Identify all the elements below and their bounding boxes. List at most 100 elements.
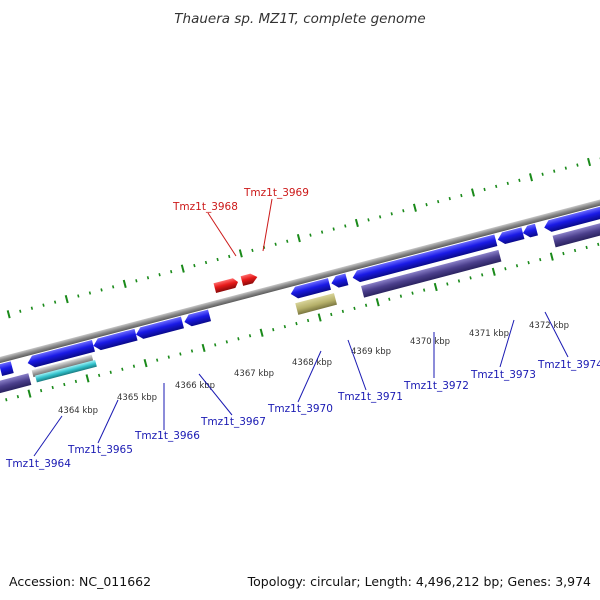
gene-tmz1t-3970[interactable]: [289, 278, 331, 300]
inner-ring-minor-tick: [457, 279, 461, 283]
gene-tmz1t-3964[interactable]: [0, 361, 14, 376]
gene-tmz1t-3969[interactable]: [240, 272, 259, 286]
outer-ring-minor-tick: [495, 184, 498, 189]
feature-bar-right: [552, 215, 600, 248]
outer-ring-minor-tick: [228, 254, 231, 259]
gene-tmz1t-3966[interactable]: [92, 328, 138, 352]
position-label-4369: 4369 kbp: [351, 347, 391, 357]
outer-ring-minor-tick: [146, 276, 150, 280]
outer-ring-major-tick: [122, 279, 127, 288]
leader-tmz1t-3970: [297, 350, 322, 403]
gene-tmz1t-3965[interactable]: [26, 340, 95, 369]
outer-ring-major-tick: [470, 188, 475, 197]
gene-tmz1t-3974[interactable]: [543, 201, 600, 233]
inner-ring-major-tick: [375, 298, 380, 307]
outer-ring-minor-tick: [88, 291, 92, 295]
outer-ring-major-tick: [587, 157, 592, 167]
inner-ring-minor-tick: [190, 349, 194, 353]
position-label-4366: 4366 kbp: [175, 381, 215, 391]
outer-ring-minor-tick: [518, 178, 521, 182]
inner-ring-minor-tick: [330, 312, 333, 317]
outer-ring-minor-tick: [216, 257, 219, 262]
outer-ring-minor-tick: [390, 212, 393, 216]
gene-label-tmz1t-3972[interactable]: Tmz1t_3972: [403, 380, 469, 392]
outer-ring-major-tick: [296, 234, 301, 243]
inner-ring-minor-tick: [573, 248, 577, 253]
outer-ring-minor-tick: [576, 163, 579, 167]
outer-ring-major-tick: [6, 310, 11, 319]
leader-tmz1t-3974: [544, 311, 569, 358]
outer-ring-minor-tick: [286, 239, 289, 243]
outer-ring-minor-tick: [77, 294, 80, 298]
inner-ring-minor-tick: [283, 324, 287, 329]
inner-ring-minor-tick: [515, 264, 519, 268]
gene-tmz1t-3973[interactable]: [496, 227, 525, 245]
outer-ring-minor-tick: [344, 224, 347, 228]
outer-ring-major-tick: [238, 249, 243, 258]
gene-label-tmz1t-3969[interactable]: Tmz1t_3969: [243, 187, 309, 199]
genome-track: [0, 157, 600, 402]
position-label-4371: 4371 kbp: [469, 329, 509, 339]
position-label-4367: 4367 kbp: [234, 369, 274, 379]
gene-label-tmz1t-3973[interactable]: Tmz1t_3973: [470, 369, 536, 381]
inner-ring-minor-tick: [539, 257, 542, 262]
feature-bar-grey: [31, 354, 94, 378]
inner-ring-minor-tick: [562, 251, 565, 256]
gene-label-tmz1t-3964[interactable]: Tmz1t_3964: [5, 458, 71, 470]
outer-ring-minor-tick: [53, 300, 57, 304]
outer-ring-minor-tick: [42, 303, 45, 307]
outer-ring-major-tick: [180, 264, 185, 273]
outer-ring-minor-tick: [19, 309, 22, 313]
gene-label-tmz1t-3971[interactable]: Tmz1t_3971: [337, 391, 403, 403]
inner-ring-minor-tick: [341, 309, 345, 314]
outer-ring-minor-tick: [332, 227, 335, 231]
feature-bar-center: [361, 249, 502, 298]
outer-ring-minor-tick: [436, 199, 440, 204]
gene-tmz1t-3973b[interactable]: [521, 223, 538, 239]
inner-ring-minor-tick: [109, 370, 112, 374]
feature-bar-teal: [35, 359, 97, 383]
inner-ring-minor-tick: [63, 382, 66, 387]
outer-ring-minor-tick: [111, 285, 115, 289]
rna-feature-bar[interactable]: [295, 293, 337, 315]
inner-ring-minor-tick: [225, 340, 228, 344]
label-leaders: [33, 198, 569, 457]
position-label-4372: 4372 kbp: [529, 321, 569, 331]
leader-tmz1t-3968: [207, 212, 237, 257]
gene-label-tmz1t-3968[interactable]: Tmz1t_3968: [172, 201, 238, 213]
gene-tmz1t-3971[interactable]: [351, 234, 498, 283]
inner-ring-major-tick: [27, 389, 32, 398]
outer-ring-minor-tick: [541, 172, 544, 176]
leader-tmz1t-3969: [262, 198, 273, 252]
inner-ring-minor-tick: [306, 318, 310, 323]
gene-label-tmz1t-3965[interactable]: Tmz1t_3965: [67, 444, 133, 456]
gene-tmz1t-3967a[interactable]: [134, 316, 184, 341]
feature-bar-left: [0, 373, 32, 397]
gene-label-tmz1t-3970[interactable]: Tmz1t_3970: [267, 403, 333, 415]
map-title: Thauera sp. MZ1T, complete genome: [174, 11, 425, 27]
leader-tmz1t-3967: [198, 373, 233, 416]
gene-label-tmz1t-3966[interactable]: Tmz1t_3966: [134, 430, 200, 442]
inner-ring-major-tick: [317, 313, 322, 322]
gene-label-tmz1t-3967[interactable]: Tmz1t_3967: [200, 416, 266, 428]
inner-ring-minor-tick: [237, 337, 240, 341]
outer-ring-minor-tick: [274, 242, 277, 246]
inner-ring-major-tick: [143, 359, 148, 368]
gene-tmz1t-3968[interactable]: [213, 277, 240, 293]
outer-ring-minor-tick: [30, 306, 34, 310]
gene-tmz1t-3970b[interactable]: [330, 273, 349, 290]
gene-tmz1t-3967[interactable]: [183, 309, 212, 328]
inner-ring-major-tick: [259, 328, 264, 337]
inner-ring-major-tick: [549, 252, 554, 261]
outer-ring-minor-tick: [158, 273, 161, 277]
gene-label-tmz1t-3974[interactable]: Tmz1t_3974: [537, 359, 600, 371]
outer-ring-minor-tick: [378, 215, 382, 219]
inner-ring-minor-tick: [121, 367, 124, 371]
outer-ring-minor-tick: [367, 218, 370, 222]
inner-ring-minor-tick: [295, 321, 298, 326]
inner-ring-minor-tick: [422, 288, 426, 292]
genome-backbone: [0, 179, 600, 379]
outer-ring-minor-tick: [309, 233, 312, 237]
leader-tmz1t-3964: [33, 415, 63, 457]
